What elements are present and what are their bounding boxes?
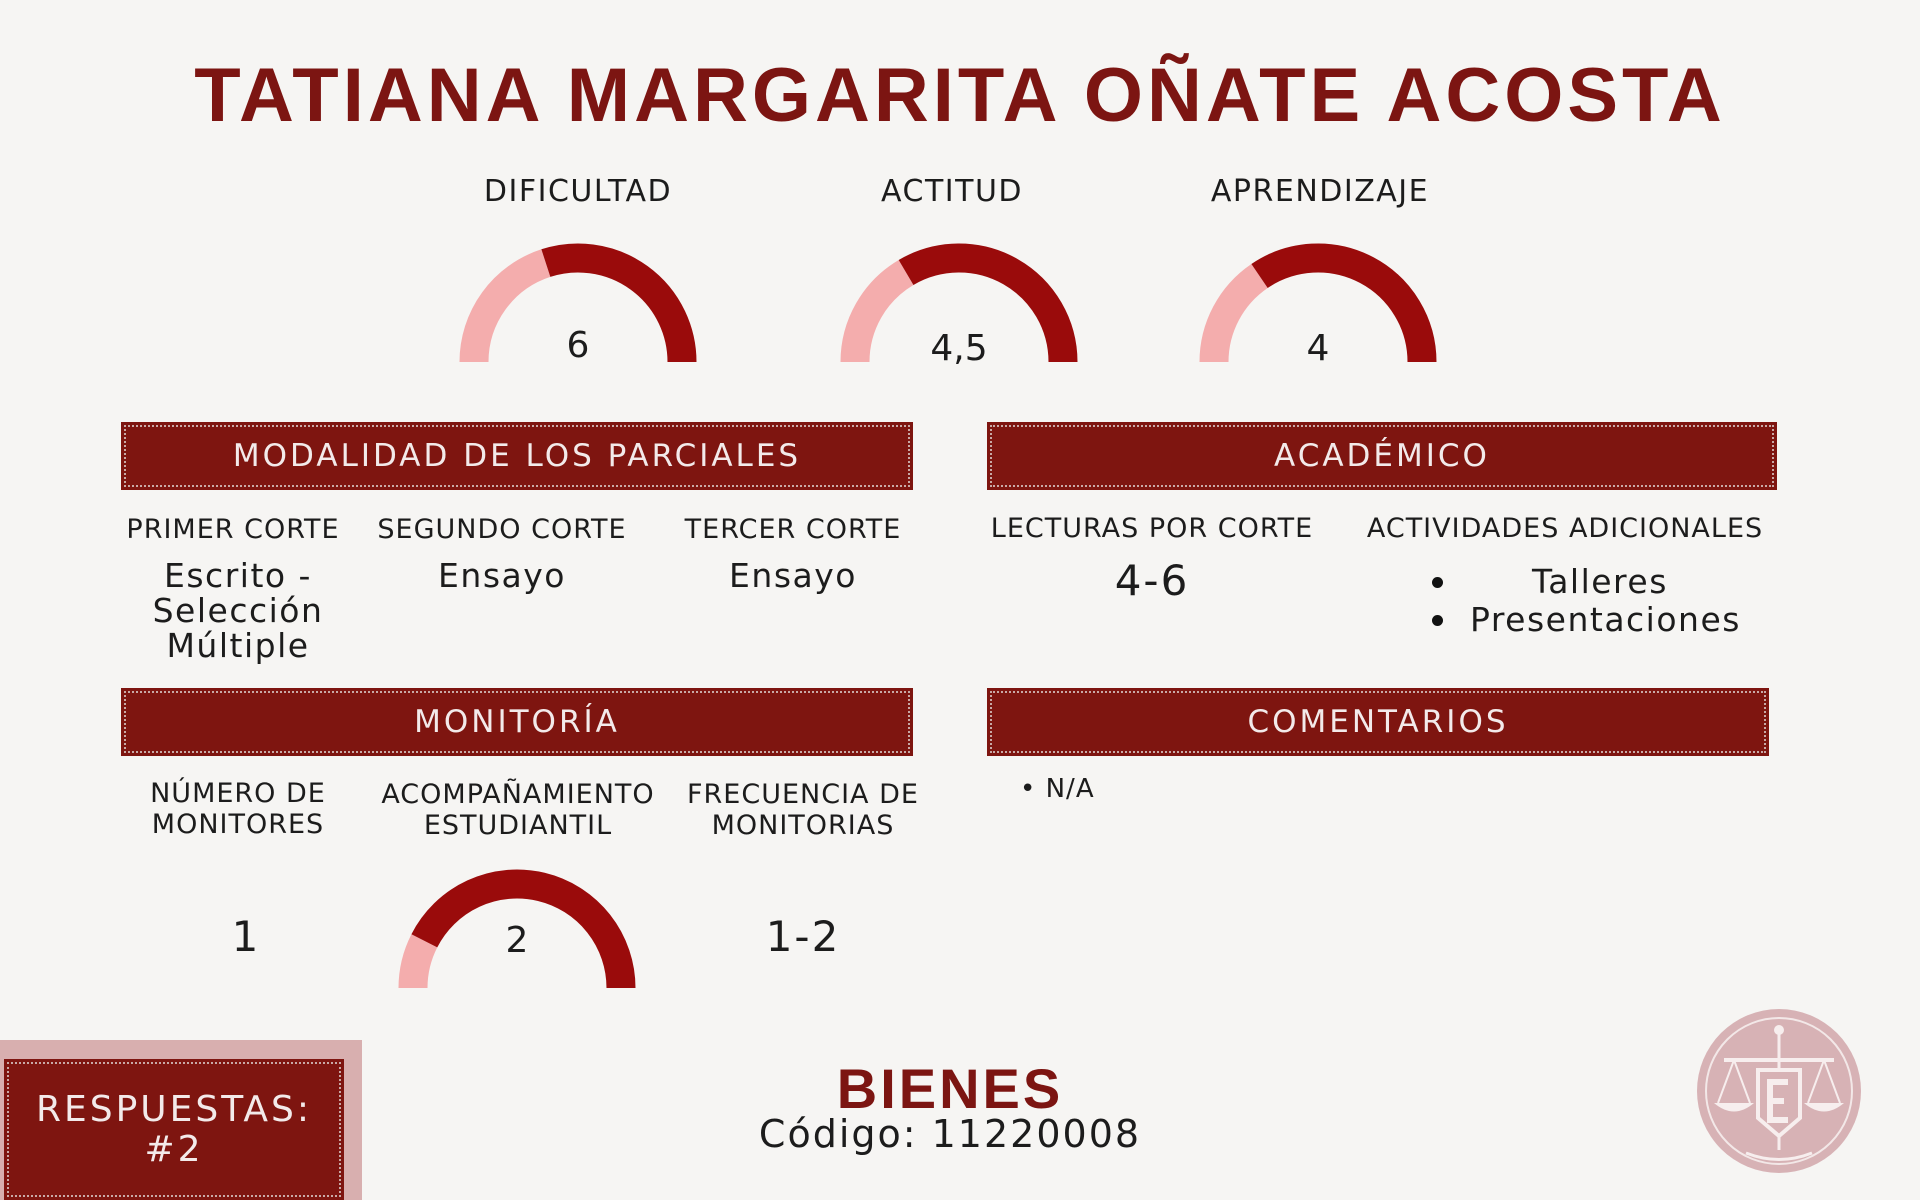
gauge-aprendizaje: 4 bbox=[1199, 243, 1437, 369]
frecuencia-value: 1-2 bbox=[765, 912, 841, 961]
bullet-icon: • bbox=[1020, 774, 1046, 804]
actividad-label: Talleres bbox=[1532, 562, 1668, 601]
gauge-dificultad: 6 bbox=[459, 243, 697, 366]
respuestas-label: RESPUESTAS: bbox=[35, 1088, 313, 1130]
acompanamiento-heading-line: ACOMPAÑAMIENTO bbox=[381, 779, 655, 810]
comment-text: N/A bbox=[1045, 774, 1095, 804]
section-header-comentarios: COMENTARIOS bbox=[987, 688, 1769, 756]
actividades-list: Talleres Presentaciones bbox=[1432, 562, 1770, 639]
numero-monitores-heading-line: MONITORES bbox=[151, 809, 325, 840]
numero-monitores-heading-line: NÚMERO DE bbox=[150, 778, 326, 809]
segundo-corte-value: Ensayo bbox=[438, 556, 566, 595]
gauge-fill bbox=[1251, 243, 1437, 363]
gauge-label-actitud: ACTITUD bbox=[881, 174, 1023, 209]
gauge-acompanamiento: 2 bbox=[398, 869, 636, 989]
lecturas-heading: LECTURAS POR CORTE bbox=[990, 513, 1314, 544]
respuestas-number: #2 bbox=[144, 1128, 204, 1170]
gauge-fill bbox=[541, 243, 697, 363]
gauge-fill bbox=[411, 869, 636, 989]
primer-corte-value-line: Escrito - bbox=[164, 556, 312, 595]
gauge-label-aprendizaje: APRENDIZAJE bbox=[1210, 174, 1430, 209]
section-header-monitoria: MONITORÍA bbox=[121, 688, 913, 756]
acompanamiento-heading: ACOMPAÑAMIENTO ESTUDIANTIL bbox=[368, 779, 668, 841]
numero-monitores-value: 1 bbox=[231, 912, 261, 961]
segundo-corte-heading: SEGUNDO CORTE bbox=[377, 514, 627, 545]
gauge-label-dificultad: DIFICULTAD bbox=[483, 174, 673, 209]
primer-corte-value-line: Múltiple bbox=[166, 626, 310, 665]
gauge-value: 4 bbox=[1307, 328, 1330, 369]
list-item: Presentaciones bbox=[1432, 600, 1770, 639]
frecuencia-heading-line: FRECUENCIA DE bbox=[687, 779, 919, 810]
gauge-actitud: 4,5 bbox=[840, 243, 1078, 369]
gauge-fill bbox=[898, 243, 1078, 363]
gauge-track bbox=[398, 934, 438, 989]
tercer-corte-value: Ensayo bbox=[729, 556, 857, 595]
gauge-track bbox=[459, 249, 551, 363]
actividades-heading: ACTIVIDADES ADICIONALES bbox=[1366, 513, 1764, 544]
primer-corte-value: Escrito - Selección Múltiple bbox=[113, 558, 363, 663]
course-name: BIENES bbox=[836, 1057, 1064, 1120]
frecuencia-heading: FRECUENCIA DE MONITORIAS bbox=[673, 779, 933, 841]
frecuencia-heading-line: MONITORIAS bbox=[711, 810, 895, 841]
tercer-corte-heading: TERCER CORTE bbox=[684, 514, 902, 545]
bullet-icon bbox=[1432, 577, 1443, 588]
gauge-value: 4,5 bbox=[930, 328, 987, 369]
primer-corte-value-line: Selección bbox=[152, 591, 324, 630]
gauge-track bbox=[840, 260, 914, 363]
respuestas-badge: RESPUESTAS: #2 bbox=[4, 1059, 344, 1200]
section-header-academico: ACADÉMICO bbox=[987, 422, 1777, 490]
scales-of-justice-icon bbox=[1697, 1009, 1861, 1173]
page-title: TATIANA MARGARITA OÑATE ACOSTA bbox=[194, 53, 1726, 138]
bullet-icon bbox=[1432, 615, 1443, 626]
primer-corte-heading: PRIMER CORTE bbox=[126, 514, 340, 545]
comment-item: • N/A bbox=[1020, 774, 1320, 804]
numero-monitores-heading: NÚMERO DE MONITORES bbox=[118, 778, 358, 840]
acompanamiento-heading-line: ESTUDIANTIL bbox=[423, 810, 613, 841]
gauge-value: 6 bbox=[567, 325, 590, 366]
actividad-label: Presentaciones bbox=[1470, 600, 1741, 639]
course-code: Código: 11220008 bbox=[758, 1112, 1142, 1156]
lecturas-value: 4-6 bbox=[1114, 556, 1190, 605]
section-header-parciales: MODALIDAD DE LOS PARCIALES bbox=[121, 422, 913, 490]
gauge-value: 2 bbox=[506, 920, 529, 961]
gauge-track bbox=[1199, 263, 1269, 363]
list-item: Talleres bbox=[1432, 562, 1770, 601]
